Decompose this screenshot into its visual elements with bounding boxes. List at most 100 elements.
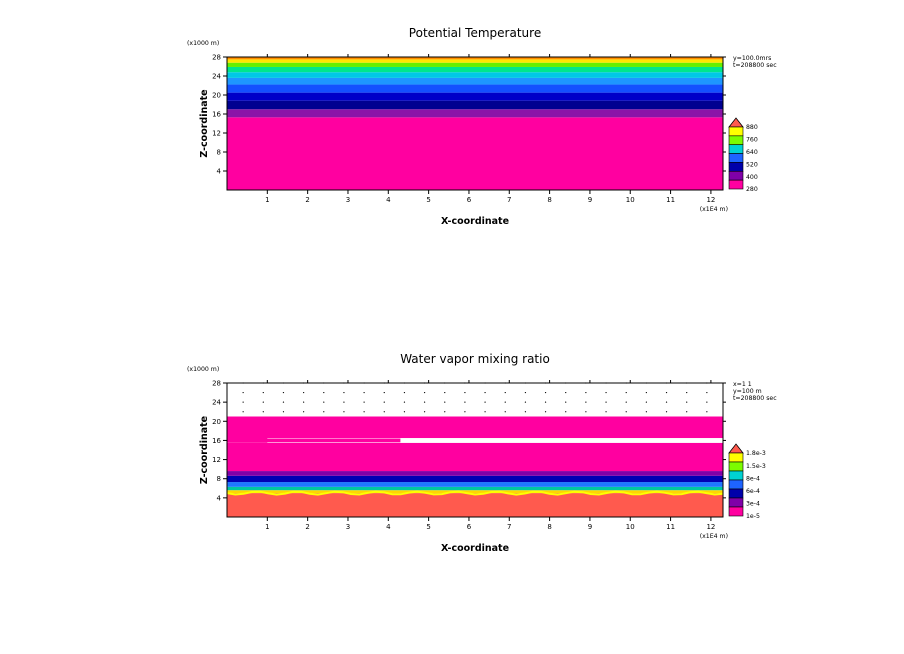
- legend-swatch: [728, 126, 744, 137]
- contour-band: [227, 92, 723, 101]
- grid-dot: [585, 411, 587, 413]
- grid-dot: [605, 391, 607, 394]
- grid-dot: [423, 401, 426, 403]
- grid-dot: [665, 391, 668, 394]
- contour-band: [227, 493, 723, 517]
- contour-band: [227, 490, 723, 494]
- legend-swatch: [728, 506, 744, 517]
- y-tick-label: 24: [212, 399, 221, 407]
- contour-band: [227, 84, 723, 93]
- y-tick-label: 28: [212, 54, 221, 62]
- grid-dot: [464, 401, 466, 403]
- grid-dot: [262, 401, 264, 403]
- grid-dot: [706, 401, 708, 403]
- grid-dot: [403, 401, 406, 403]
- contour-band: [227, 66, 723, 73]
- contour-band: [227, 100, 723, 110]
- contour-band: [227, 72, 723, 78]
- x-tick-label: 7: [507, 523, 511, 531]
- legend-label: 640: [746, 149, 758, 156]
- contour-band: [227, 57, 723, 60]
- grid-dot: [645, 391, 647, 394]
- grid-dot: [565, 401, 567, 403]
- x-tick-label: 9: [588, 523, 592, 531]
- grid-dot: [585, 401, 587, 403]
- x-unit-label: (x1E4 m): [700, 533, 728, 540]
- contour-band: [227, 486, 723, 491]
- y-tick-label: 12: [212, 130, 221, 138]
- x-tick-label: 11: [666, 196, 675, 204]
- grid-dot: [363, 401, 365, 403]
- legend-swatch: [728, 461, 744, 472]
- chart-title: Water vapor mixing ratio: [400, 352, 550, 366]
- y-tick-label: 8: [217, 149, 221, 157]
- grid-dot: [544, 391, 547, 394]
- moisture-edge: [226, 490, 724, 496]
- grid-dot: [383, 411, 385, 413]
- grid-dot: [262, 411, 264, 413]
- info-text: y=100 m: [733, 388, 762, 395]
- legend-swatch: [728, 144, 744, 154]
- x-axis-label: X-coordinate: [441, 216, 509, 227]
- grid-dot: [544, 411, 547, 413]
- legend-label: 280: [746, 186, 758, 193]
- x-tick-label: 10: [626, 196, 635, 204]
- grid-dot: [323, 411, 325, 413]
- grid-dot: [242, 411, 244, 413]
- x-tick-label: 5: [426, 523, 430, 531]
- contour-band: [227, 59, 723, 63]
- contour-band: [227, 416, 723, 439]
- x-tick-label: 4: [386, 523, 391, 531]
- y-tick-label: 24: [212, 73, 221, 81]
- legend-swatch: [728, 153, 744, 163]
- x-tick-label: 7: [507, 196, 511, 204]
- grid-dot: [484, 411, 486, 413]
- x-tick-label: 1: [265, 523, 269, 531]
- grid-dot: [242, 391, 244, 394]
- x-tick-label: 4: [386, 196, 391, 204]
- x-tick-label: 3: [346, 196, 350, 204]
- x-tick-label: 5: [426, 196, 430, 204]
- grid-dot: [282, 401, 285, 403]
- grid-dot: [504, 411, 506, 413]
- grid-dot: [363, 391, 365, 394]
- y-tick-label: 8: [217, 475, 221, 483]
- contour-band: [259, 438, 401, 443]
- grid-dot: [464, 411, 466, 413]
- x-tick-label: 12: [706, 196, 715, 204]
- legend-swatch: [728, 479, 744, 490]
- grid-dot: [504, 391, 506, 394]
- legend-label: 8e-4: [746, 475, 760, 482]
- legend-swatch: [728, 179, 744, 190]
- y-axis-label: Z-coordinate: [199, 89, 210, 157]
- x-tick-label: 8: [547, 196, 551, 204]
- contour-band: [227, 437, 268, 443]
- grid-dot: [323, 401, 325, 403]
- legend-swatch: [728, 162, 744, 172]
- x-tick-label: 10: [626, 523, 635, 531]
- grid-dot: [686, 411, 688, 413]
- y-tick-label: 28: [212, 380, 221, 388]
- grid-dot: [403, 391, 406, 394]
- legend-swatch: [728, 452, 744, 463]
- x-tick-label: 8: [547, 523, 551, 531]
- contour-band: [227, 475, 723, 483]
- contour-band: [227, 117, 723, 190]
- grid-dot: [444, 401, 446, 403]
- grid-dot: [605, 411, 607, 413]
- grid-dot: [645, 401, 647, 403]
- legend-label: 1.5e-3: [746, 463, 766, 470]
- legend-label: 3e-4: [746, 501, 760, 508]
- y-tick-label: 20: [212, 418, 221, 426]
- grid-dot: [544, 401, 547, 403]
- legend-swatch: [728, 470, 744, 481]
- contour-band: [227, 109, 723, 118]
- info-text: y=100.0mrs: [733, 55, 771, 62]
- grid-dot: [625, 401, 627, 403]
- grid-dot: [323, 391, 325, 394]
- grid-dot: [282, 391, 285, 394]
- x-unit-label: (x1E4 m): [700, 206, 728, 213]
- legend-label: 1e-5: [746, 513, 760, 520]
- legend-label: 760: [746, 137, 758, 144]
